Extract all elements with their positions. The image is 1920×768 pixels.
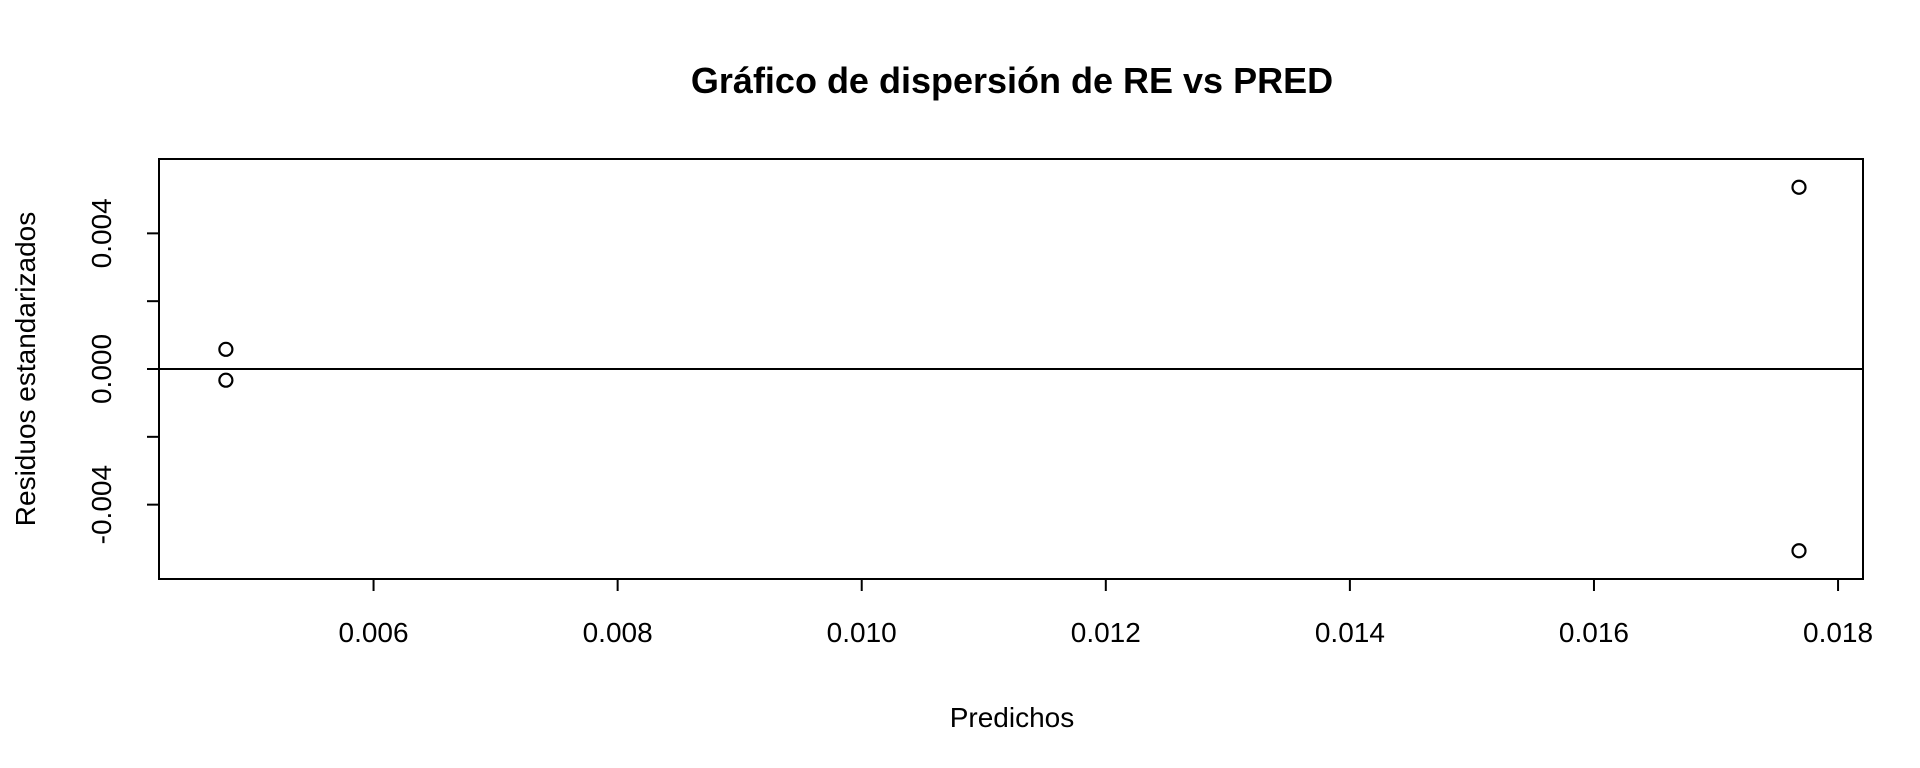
x-tick-label: 0.010 (827, 617, 897, 648)
data-point (1791, 543, 1807, 559)
x-tick-label: 0.016 (1559, 617, 1629, 648)
y-axis-label: Residuos estandarizados (10, 212, 41, 526)
data-point (1791, 179, 1807, 195)
data-point (218, 372, 234, 388)
data-points (218, 179, 1807, 559)
x-tick-label: 0.008 (583, 617, 653, 648)
x-tick-label: 0.018 (1803, 617, 1873, 648)
y-axis: -0.004 0.000 0.004 (86, 198, 160, 544)
y-tick-label: 0.004 (86, 198, 117, 268)
y-tick-label: 0.000 (86, 334, 117, 404)
chart-title: Gráfico de dispersión de RE vs PRED (691, 60, 1333, 101)
y-tick-label: -0.004 (86, 465, 117, 544)
x-tick-label: 0.012 (1071, 617, 1141, 648)
x-axis-label: Predichos (950, 702, 1075, 733)
x-tick-label: 0.014 (1315, 617, 1385, 648)
x-axis: 0.006 0.008 0.010 0.012 0.014 0.016 0.018 (339, 578, 1873, 648)
data-point (218, 341, 234, 357)
x-tick-label: 0.006 (339, 617, 409, 648)
